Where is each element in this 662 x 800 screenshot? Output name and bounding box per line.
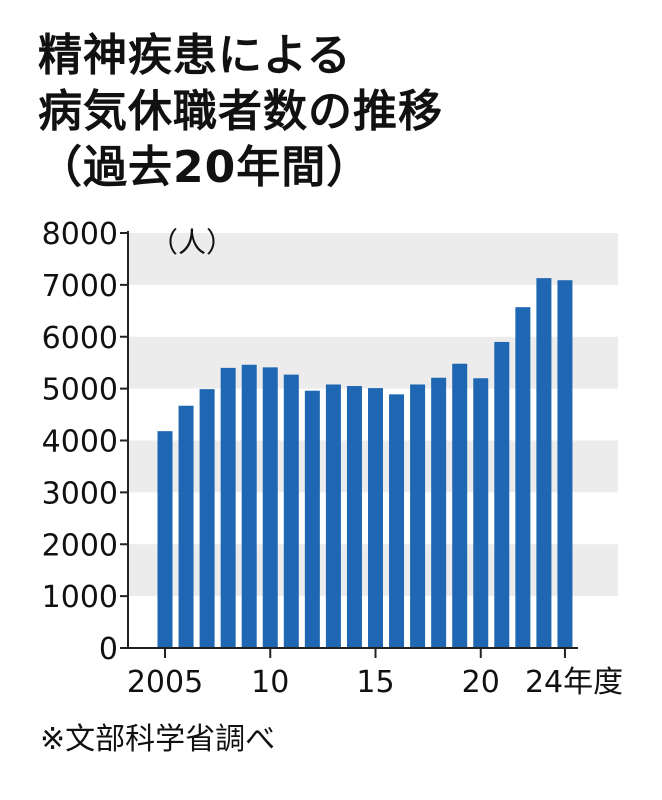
y-tick-label: 3000	[42, 476, 118, 511]
bar-2013	[325, 384, 341, 648]
bar-2021	[494, 341, 510, 648]
bar-2010	[262, 367, 278, 648]
source-note: ※文部科学省調べ	[40, 722, 276, 757]
y-tick-label: 7000	[42, 269, 118, 304]
x-tick-label: 2005	[127, 665, 203, 700]
bar-2012	[304, 390, 320, 648]
bar-2014	[346, 386, 362, 648]
bar-2016	[389, 394, 405, 648]
bar-2022	[515, 307, 531, 648]
x-tick-labels: 2005 10 15 20 24年度	[127, 665, 623, 700]
bar-2024	[557, 280, 573, 648]
chart-title: 精神疾患による 病気休職者数の推移 （過去20年間）	[38, 28, 638, 196]
x-tick-label: 10	[251, 665, 289, 700]
title-line-2: 病気休職者数の推移	[38, 86, 443, 137]
y-tick-label: 0	[99, 632, 118, 667]
y-tick-label: 8000	[42, 217, 118, 252]
y-unit-label: （人）	[150, 226, 234, 259]
grid-band	[128, 233, 618, 285]
bars	[157, 278, 573, 649]
y-tick-label: 1000	[42, 580, 118, 615]
bar-2020	[473, 378, 489, 648]
y-tick-label: 4000	[42, 425, 118, 460]
x-tick-label: 20	[462, 665, 500, 700]
axes	[120, 231, 578, 658]
bar-2017	[410, 384, 426, 648]
bar-2009	[241, 364, 257, 648]
bar-2023	[536, 278, 552, 648]
bar-2007	[199, 389, 215, 648]
title-line-3: （過去20年間）	[38, 142, 372, 193]
bar-2015	[368, 388, 383, 648]
x-tick-label: 24年度	[525, 665, 623, 700]
y-tick-label: 2000	[42, 528, 118, 563]
bar-2005	[157, 431, 173, 648]
bar-2006	[178, 405, 194, 648]
title-line-1: 精神疾患による	[38, 30, 352, 81]
y-tick-labels: 0 1000 2000 3000 4000 5000 6000 7000 8000	[42, 217, 118, 667]
y-tick-label: 6000	[42, 321, 118, 356]
bar-2019	[452, 363, 468, 648]
y-tick-label: 5000	[42, 373, 118, 408]
x-tick-label: 15	[356, 665, 394, 700]
bar-2008	[220, 367, 236, 649]
bar-2011	[283, 374, 299, 648]
bar-2018	[431, 377, 447, 648]
grid-band	[128, 336, 618, 389]
